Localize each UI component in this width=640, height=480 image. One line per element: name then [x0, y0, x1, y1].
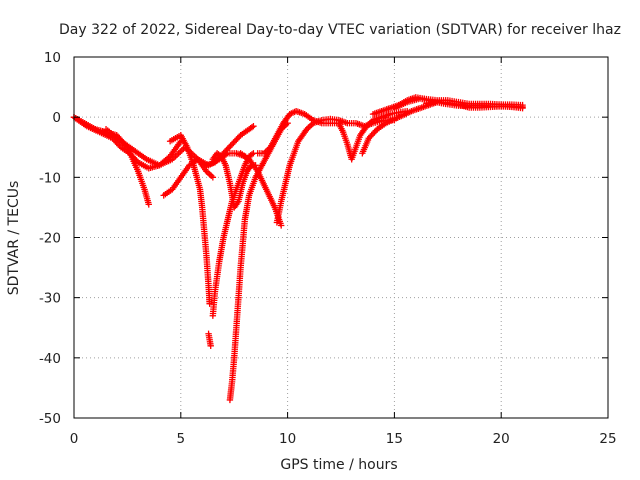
x-tick-label: 5	[177, 431, 186, 447]
data-series-sdtvar	[70, 94, 526, 404]
x-tick-label: 10	[279, 431, 296, 447]
data-point	[248, 151, 256, 158]
data-point	[209, 174, 217, 181]
y-tick-label: -50	[39, 411, 61, 427]
data-point	[145, 201, 152, 208]
data-point	[519, 104, 526, 112]
tick-labels: 0 5 10 15 20 25 -50 -40 -30 -20 -10 0 10	[39, 50, 617, 447]
data-point	[277, 222, 285, 229]
data-point	[250, 122, 257, 130]
x-tick-label: 20	[493, 431, 510, 447]
y-tick-label: 0	[52, 110, 61, 126]
data-point	[248, 123, 256, 131]
x-tick-label: 15	[386, 431, 403, 447]
data-point	[206, 300, 213, 307]
x-tick-label: 0	[70, 431, 79, 447]
axis-ticks	[73, 56, 609, 419]
grid	[74, 57, 608, 418]
y-tick-label: -30	[39, 291, 61, 307]
y-axis-label: SDTVAR / TECUs	[6, 181, 22, 296]
chart-title: Day 322 of 2022, Sidereal Day-to-day VTE…	[59, 22, 621, 38]
y-tick-label: -40	[39, 351, 61, 367]
y-tick-label: -20	[39, 231, 61, 247]
data-point	[207, 342, 214, 349]
x-tick-label: 25	[599, 431, 616, 447]
x-axis-label: GPS time / hours	[280, 457, 397, 473]
y-tick-label: 10	[44, 50, 61, 66]
y-tick-label: -10	[39, 170, 61, 186]
